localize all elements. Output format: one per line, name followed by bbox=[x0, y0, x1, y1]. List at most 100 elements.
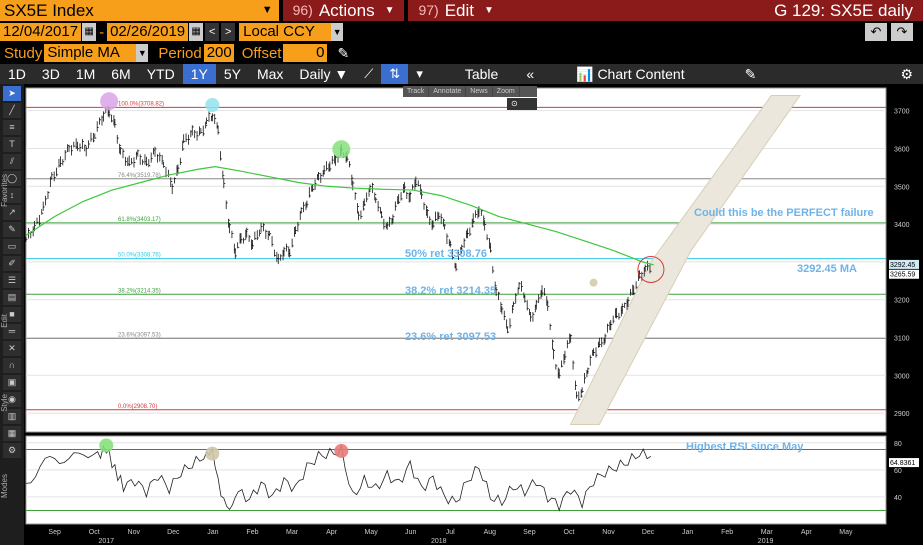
brush-icon[interactable]: ✎ bbox=[3, 222, 21, 237]
x-month-label: Jun bbox=[405, 529, 416, 536]
calendar-icon[interactable]: ▦ bbox=[82, 23, 97, 41]
period-1d[interactable]: 1D bbox=[8, 66, 26, 82]
grid-icon[interactable]: ▦ bbox=[3, 426, 21, 441]
edit-menu-button[interactable]: 97) Edit ▼ bbox=[408, 0, 521, 21]
chart-annotation: 50% ret 3308.76 bbox=[405, 248, 487, 260]
x-month-label: May bbox=[839, 529, 853, 536]
offset-input[interactable]: 0 bbox=[283, 44, 328, 62]
redo-icon[interactable]: ↷ bbox=[891, 23, 913, 41]
annotate-tool[interactable]: Annotate bbox=[429, 86, 467, 97]
pen-icon[interactable]: ✎ bbox=[337, 44, 350, 61]
color-icon[interactable]: ■ bbox=[3, 307, 21, 322]
collapse-icon[interactable]: « bbox=[526, 66, 535, 82]
high-marker-circle bbox=[100, 92, 119, 111]
left-tool-sidebar: ➤ ╱ ≡ T ⫽ ◯ ↕ ↗ ✎ ▭ ✐ ☰ ▤ ■ ═ ✕ ∩ ▣ ◉ ▥ … bbox=[0, 84, 24, 545]
x-year-label: 2017 bbox=[98, 538, 114, 545]
start-date-input[interactable]: 12/04/2017 bbox=[0, 23, 82, 41]
x-month-label: Dec bbox=[167, 529, 180, 536]
delete-icon[interactable]: ✕ bbox=[3, 341, 21, 356]
period-input[interactable]: 200 bbox=[203, 44, 234, 62]
edit-chart-icon[interactable]: ✎ bbox=[744, 66, 757, 82]
y-tick-label: 3400 bbox=[894, 222, 910, 229]
fib-level-label: 38.2%(3214.35) bbox=[118, 288, 161, 294]
chevron-down-icon[interactable]: ▼ bbox=[261, 4, 273, 16]
track-tool[interactable]: Track bbox=[403, 86, 430, 97]
modes-icon[interactable]: ▥ bbox=[3, 409, 21, 424]
chevron-down-icon[interactable]: ▼ bbox=[331, 23, 344, 41]
x-month-label: Aug bbox=[484, 529, 497, 536]
chevron-down-icon[interactable]: ▾ bbox=[416, 66, 423, 81]
next-period-button[interactable]: > bbox=[221, 23, 236, 41]
rect-icon[interactable]: ▭ bbox=[3, 239, 21, 254]
period-6m[interactable]: 6M bbox=[111, 66, 131, 82]
study-label: Study bbox=[4, 44, 43, 62]
x-month-label: Oct bbox=[564, 529, 575, 536]
news-tool[interactable]: News bbox=[466, 86, 493, 97]
last-price-box bbox=[889, 269, 919, 279]
x-month-label: Mar bbox=[761, 529, 774, 536]
window-title: G 129: SX5E daily bbox=[520, 0, 923, 21]
actions-menu-button[interactable]: 96) Actions ▼ bbox=[282, 0, 405, 21]
x-year-label: 2018 bbox=[431, 538, 447, 545]
x-month-label: Nov bbox=[602, 529, 615, 536]
draw-line-icon[interactable]: ╱ bbox=[3, 103, 21, 118]
chart-content-button[interactable]: 📊 Chart Content bbox=[576, 66, 685, 82]
text-icon[interactable]: T bbox=[3, 137, 21, 152]
ticker-field[interactable]: SX5E Index ▼ bbox=[0, 0, 279, 21]
period-1m[interactable]: 1M bbox=[75, 66, 96, 82]
measure-icon[interactable]: ↕ bbox=[3, 188, 21, 203]
chevron-down-icon[interactable]: ▼ bbox=[136, 44, 149, 62]
period-3d[interactable]: 3D bbox=[41, 66, 60, 82]
rsi-tick-label: 40 bbox=[894, 495, 902, 502]
reset-label: Reset bbox=[511, 110, 532, 119]
lock-icon[interactable]: ▣ bbox=[3, 375, 21, 390]
rsi-annotation: Highest RSI since May bbox=[686, 441, 804, 453]
prev-period-button[interactable]: < bbox=[205, 23, 220, 41]
x-month-label: Apr bbox=[326, 529, 338, 536]
bar-chart-icon[interactable]: ⇅ bbox=[381, 64, 409, 84]
shape-icon[interactable]: ◯ bbox=[3, 171, 21, 186]
period-ytd[interactable]: YTD bbox=[146, 66, 175, 82]
settings-icon[interactable]: ⚙ bbox=[3, 443, 21, 458]
pen-tool-icon[interactable]: ✐ bbox=[3, 256, 21, 271]
zoom-tool[interactable]: Zoom bbox=[493, 86, 520, 97]
end-date-input[interactable]: 02/26/2019 bbox=[107, 23, 189, 41]
chart-content-label: Chart Content bbox=[597, 66, 685, 82]
gear-icon[interactable]: ⚙ bbox=[900, 66, 913, 82]
study-select[interactable]: Simple MA bbox=[44, 44, 137, 62]
frequency-select[interactable]: Daily ▼ bbox=[299, 66, 349, 82]
x-month-label: Jan bbox=[207, 529, 218, 536]
x-month-label: Mar bbox=[286, 529, 299, 536]
period-max[interactable]: Max bbox=[256, 66, 284, 82]
edit-shortcut: 97) bbox=[418, 2, 439, 18]
fib-icon[interactable]: ≡ bbox=[3, 120, 21, 135]
y-tick-label: 3200 bbox=[894, 298, 910, 305]
last-price-label: 3265.59 bbox=[890, 272, 915, 279]
arrow-icon[interactable]: ↗ bbox=[3, 205, 21, 220]
period-5y[interactable]: 5Y bbox=[223, 66, 241, 82]
eye-icon[interactable]: ◉ bbox=[3, 392, 21, 407]
chart-mini-toolbar: Track Annotate News Zoom ⊙ Reset bbox=[403, 86, 537, 119]
width-icon[interactable]: ═ bbox=[3, 324, 21, 339]
high-marker-circle bbox=[205, 98, 220, 113]
calendar-icon[interactable]: ▦ bbox=[189, 23, 204, 41]
palette-icon[interactable]: ▤ bbox=[3, 290, 21, 305]
table-button[interactable]: Table bbox=[464, 66, 499, 82]
chart-area[interactable]: 2900300031003200330034003500360037004060… bbox=[24, 84, 923, 545]
reset-button[interactable]: ⊙ Reset bbox=[507, 98, 537, 119]
modes-label: Modes bbox=[0, 474, 9, 499]
line-chart-icon[interactable]: ⟋ bbox=[364, 66, 374, 81]
rsi-tick-label: 80 bbox=[894, 441, 902, 448]
cursor-icon[interactable]: ➤ bbox=[3, 86, 21, 101]
price-chart-svg[interactable]: 2900300031003200330034003500360037004060… bbox=[24, 84, 923, 545]
undo-icon[interactable]: ↶ bbox=[865, 23, 887, 41]
period-1y[interactable]: 1Y bbox=[182, 64, 216, 84]
fib-level-label: 23.6%(3097.53) bbox=[118, 332, 161, 338]
currency-select[interactable]: Local CCY bbox=[239, 23, 332, 41]
pivot-marker-circle bbox=[589, 278, 598, 287]
title-bar: SX5E Index ▼ 96) Actions ▼ 97) Edit ▼ G … bbox=[0, 0, 923, 21]
magnet-icon[interactable]: ∩ bbox=[3, 358, 21, 373]
channel-icon[interactable]: ⫽ bbox=[3, 154, 21, 169]
lines-icon[interactable]: ☰ bbox=[3, 273, 21, 288]
x-month-label: Sep bbox=[523, 529, 536, 536]
